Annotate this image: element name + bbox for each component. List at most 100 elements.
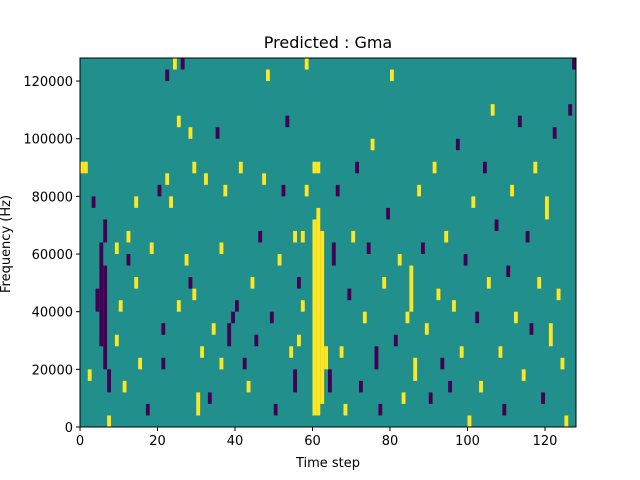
heatmap-cell	[176, 300, 181, 312]
heatmap-cell	[188, 277, 193, 289]
heatmap-cell	[107, 369, 112, 393]
heatmap-cell	[506, 265, 511, 278]
heatmap-cell	[304, 58, 309, 70]
heatmap-cell	[157, 184, 162, 197]
heatmap-cell	[200, 346, 205, 358]
heatmap-cell	[370, 138, 375, 151]
x-tick-label: 20	[149, 434, 166, 449]
y-tick-label: 0	[65, 421, 73, 436]
heatmap-cell	[452, 300, 456, 312]
x-axis: 0 20 40 60 80 100 120	[76, 427, 558, 449]
heatmap-cell	[428, 392, 433, 404]
heatmap-cell	[486, 277, 491, 289]
heatmap-cell	[494, 219, 499, 231]
heatmap-cell	[134, 196, 139, 208]
heatmap-cell	[281, 184, 286, 197]
heatmap-cell	[541, 392, 546, 404]
heatmap-cell	[91, 196, 96, 208]
heatmap-cell	[409, 265, 414, 312]
x-tick-label: 60	[304, 434, 321, 449]
heatmap-cell	[413, 357, 418, 381]
heatmap-cell	[87, 369, 92, 381]
heatmap-cell	[122, 380, 127, 393]
plot-area	[79, 57, 577, 428]
heatmap-cell	[285, 115, 290, 128]
heatmap-cell	[114, 242, 119, 255]
heatmap-cell	[223, 184, 228, 197]
heatmap-cell	[572, 58, 577, 70]
heatmap-cell	[300, 230, 305, 243]
x-tick-label: 120	[533, 434, 558, 449]
y-axis: 0 20000 40000 60000 80000 100000 120000	[23, 75, 80, 436]
heatmap-cell	[560, 357, 565, 370]
heatmap-cell	[517, 115, 522, 128]
heatmap-cell	[145, 403, 150, 416]
heatmap-cell	[397, 254, 402, 266]
heatmap-cell	[514, 311, 518, 324]
heatmap-cell	[173, 58, 177, 70]
heatmap-cell	[421, 242, 425, 255]
heatmap-cell	[362, 311, 367, 324]
heatmap-cell	[405, 311, 410, 324]
x-tick-label: 40	[227, 434, 244, 449]
heatmap-cell	[134, 277, 139, 289]
heatmap-cell	[386, 207, 391, 220]
heatmap-cell	[165, 69, 170, 82]
heatmap-cell	[533, 161, 538, 174]
heatmap-cell	[548, 323, 553, 347]
heatmap-cell	[80, 161, 84, 174]
heatmap-cell	[490, 104, 495, 116]
heatmap-cell	[374, 346, 379, 370]
heatmap-cell	[343, 403, 348, 416]
x-tick-label: 100	[455, 434, 480, 449]
heatmap-cell	[114, 334, 119, 347]
heatmap-cell	[176, 115, 181, 128]
heatmap-cell	[293, 369, 298, 393]
heatmap-cell	[355, 161, 360, 174]
heatmap-cell	[401, 392, 406, 404]
y-tick-label: 20000	[32, 363, 73, 378]
heatmap-cell	[502, 403, 507, 416]
heatmap-cell	[335, 184, 340, 197]
heatmap-cell	[138, 357, 143, 370]
x-tick-label: 0	[76, 434, 84, 449]
heatmap-cell	[103, 265, 108, 370]
heatmap-cell	[510, 184, 515, 197]
heatmap-cell	[424, 323, 429, 335]
heatmap-cell	[246, 380, 251, 393]
heatmap-cell	[215, 127, 220, 139]
plot-frame	[79, 57, 577, 428]
heatmap-cell	[235, 300, 239, 312]
heatmap-cell	[238, 161, 243, 174]
x-tick-label: 80	[382, 434, 399, 449]
heatmap-cell	[126, 230, 131, 243]
heatmap-cell	[211, 323, 216, 335]
heatmap-cell	[149, 242, 154, 255]
heatmap-cell	[192, 288, 197, 301]
heatmap-cell	[107, 415, 112, 427]
heatmap-cell	[324, 346, 329, 370]
heatmap-cell	[83, 161, 88, 174]
heatmap-cell	[378, 403, 383, 416]
heatmap-cell	[254, 334, 259, 347]
heatmap-cell	[366, 242, 371, 255]
heatmap-cell	[204, 173, 208, 185]
heatmap-cell	[525, 230, 530, 243]
heatmap-cell	[444, 230, 449, 243]
heatmap-cell	[180, 58, 185, 70]
heatmap-cell	[545, 196, 549, 220]
heatmap-cell	[126, 254, 131, 266]
heatmap-cell	[498, 346, 503, 358]
heatmap-cell	[316, 207, 321, 416]
heatmap-cell	[242, 357, 247, 370]
heatmap-cell	[99, 242, 104, 347]
heatmap-cell	[95, 288, 100, 312]
heatmap-cell	[417, 184, 422, 197]
heatmap-cell	[227, 323, 232, 347]
heatmap-cell	[250, 277, 255, 289]
y-tick-label: 120000	[23, 75, 73, 90]
heatmap-cell	[359, 380, 363, 393]
heatmap-cell	[463, 254, 468, 266]
heatmap-cell	[479, 380, 484, 393]
heatmap-cell	[339, 346, 344, 358]
